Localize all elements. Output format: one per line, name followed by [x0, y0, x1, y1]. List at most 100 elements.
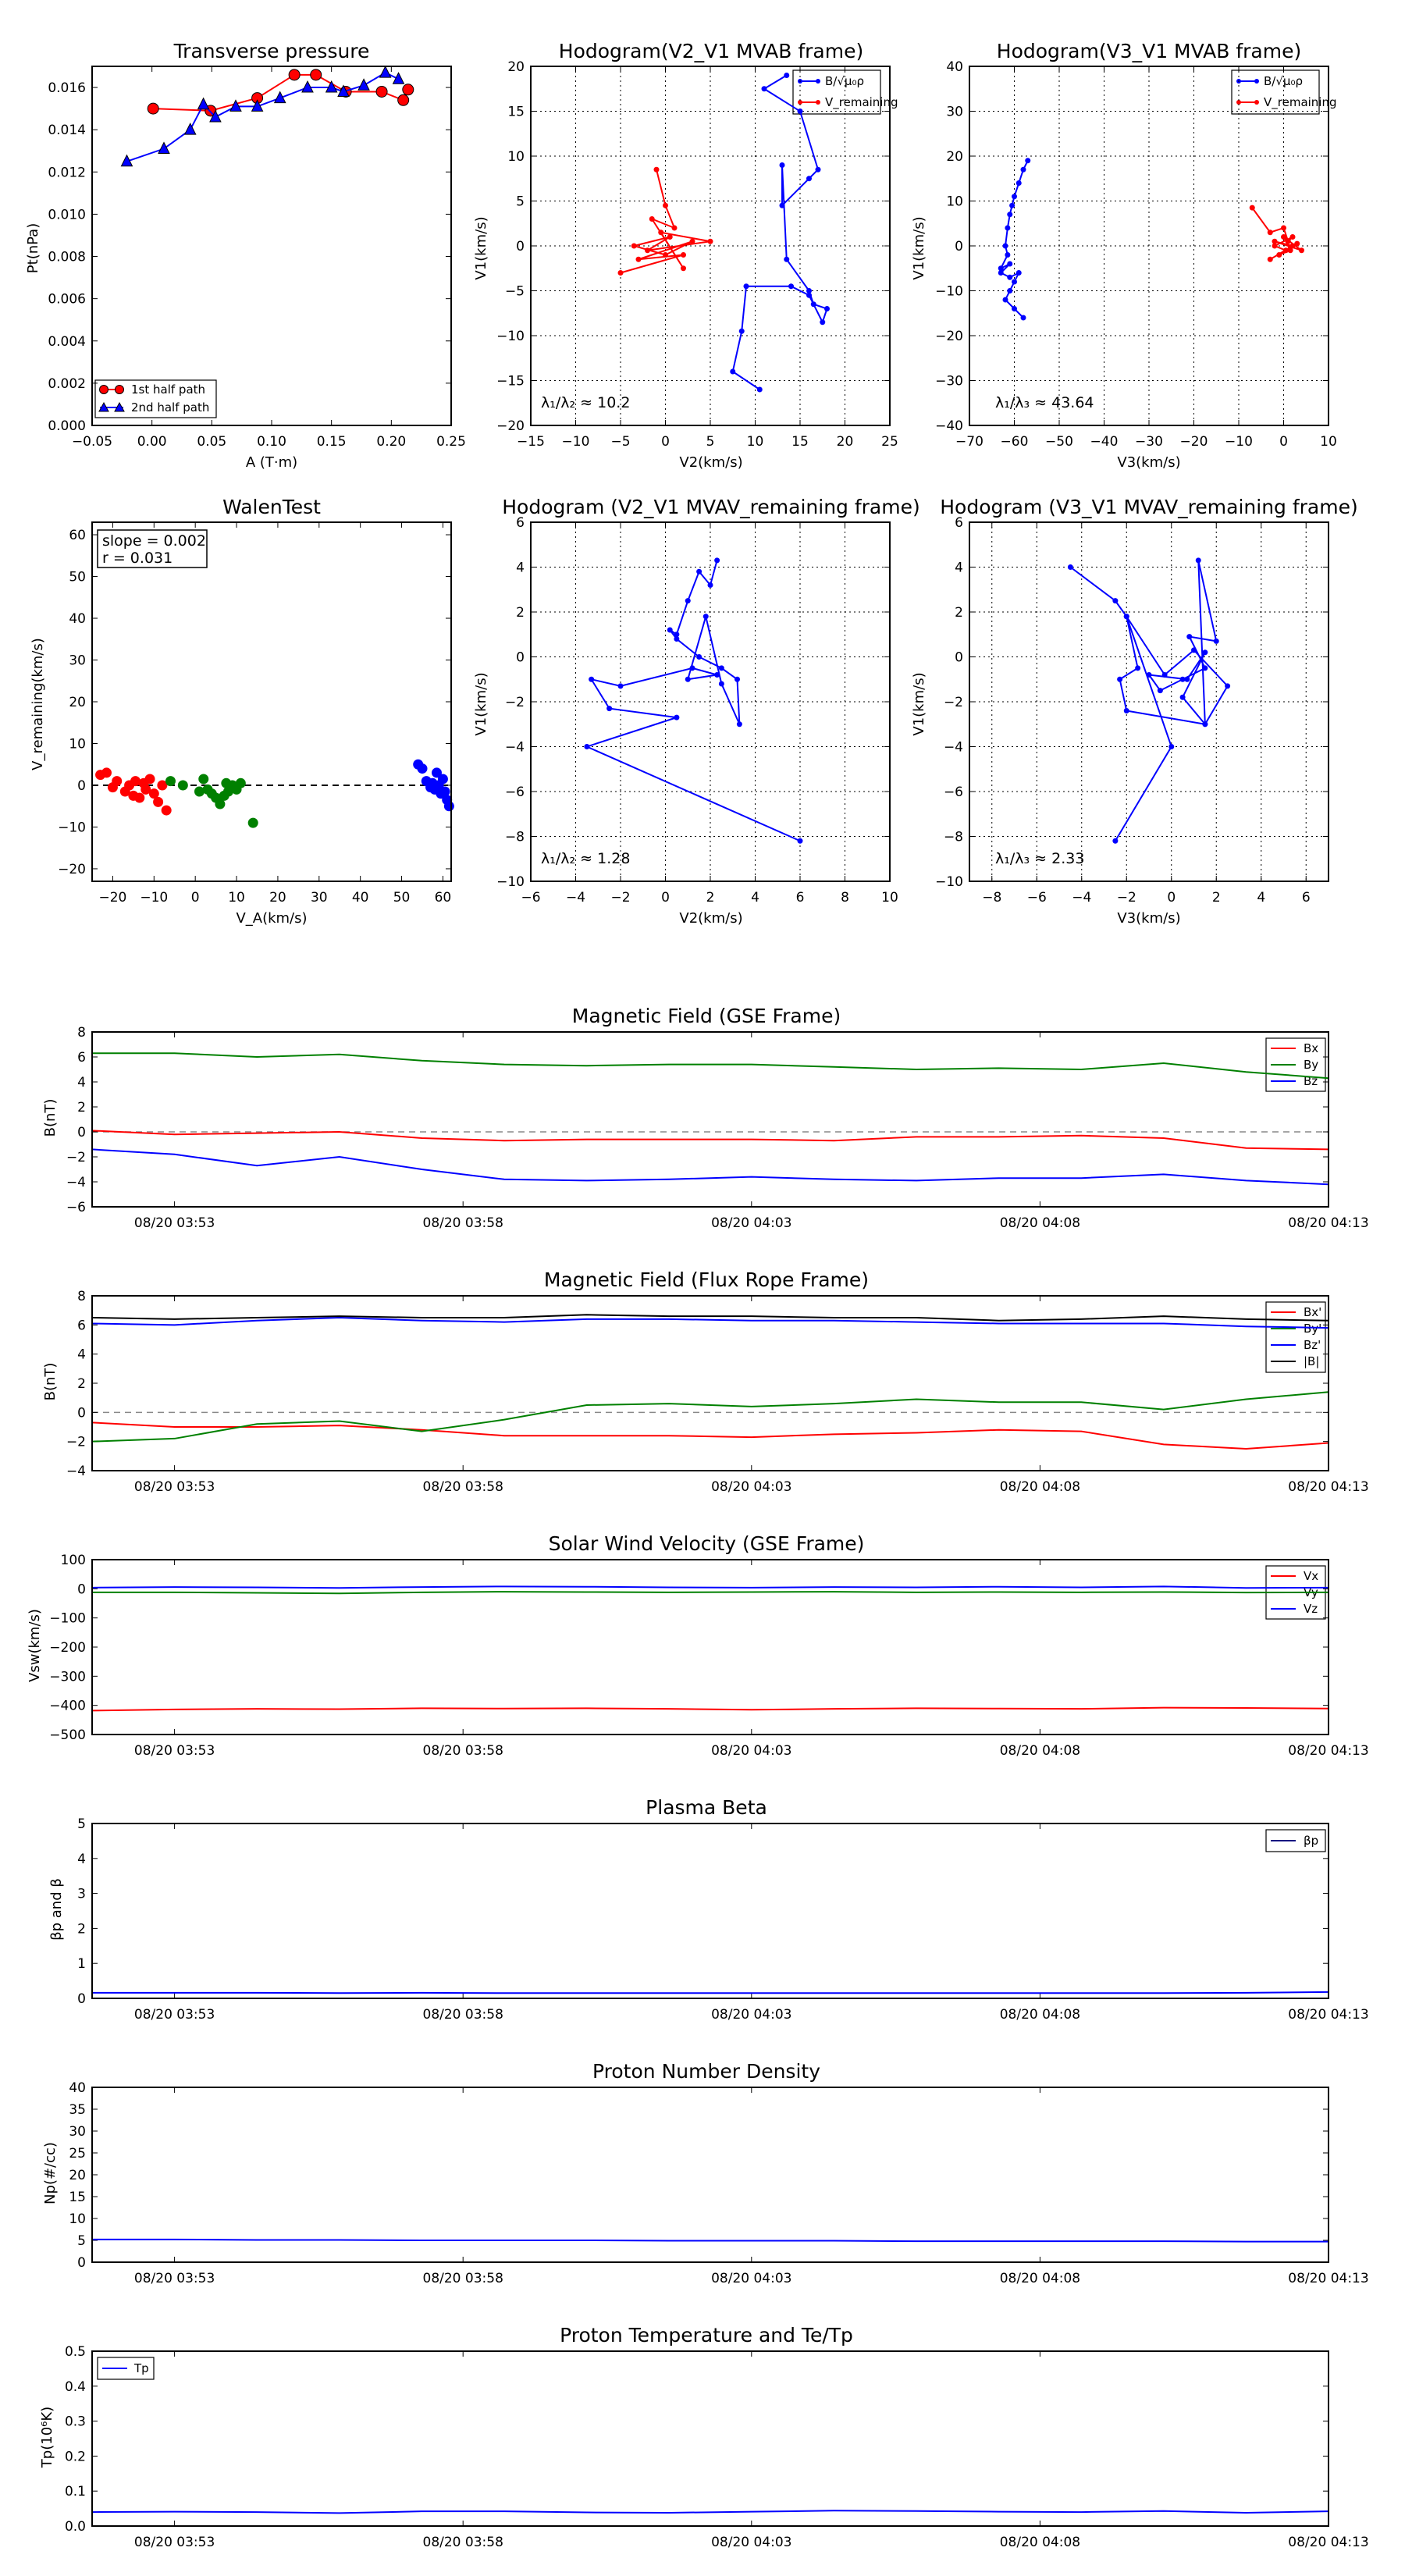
chart4-xtick-label-1: −4	[566, 890, 585, 906]
chart1-series-v-remaining-point-7	[645, 247, 650, 254]
legend-hodo-v2-mvab: B/√μ₀ρ V_remaining	[792, 69, 898, 115]
chart10-frame	[91, 2087, 1329, 2263]
chart4-series-0-point-17	[589, 676, 595, 682]
legend-label-1st-half: 1st half path	[131, 382, 205, 397]
chart2-series-v-remaining-point-13	[1289, 243, 1296, 249]
panel-title-density: Proton Number Density	[592, 2060, 820, 2083]
chart5-series-0-point-22	[1168, 744, 1175, 749]
chart5-xtick-label-7: 6	[1302, 890, 1311, 906]
chart11-ytick-label-3: 0.3	[65, 2414, 86, 2430]
chart5-series-0-point-4	[1117, 676, 1123, 682]
chart6-xtick-label-3: 08/20 04:08	[1000, 1215, 1080, 1231]
chart10-xtick-label-3: 08/20 04:08	[1000, 2271, 1080, 2286]
chart2-xtick-label-5: −20	[1180, 434, 1208, 450]
chart11-ytick-label-1: 0.1	[65, 2484, 86, 2500]
chart2-series-v-remaining-point-12	[1272, 238, 1278, 244]
chart2-series-b--point-9	[998, 265, 1004, 272]
chart2-xtick-label-0: −70	[955, 434, 984, 450]
chart10-ytick-label-6: 30	[69, 2124, 86, 2140]
chart1-ytick-label-3: −5	[505, 284, 525, 300]
chart4-series-0-point-14	[714, 672, 720, 678]
chart2-xtick-label-8: 10	[1320, 434, 1337, 450]
chart9-series--p-line	[92, 1991, 1329, 1994]
chart4-series-0-point-2	[696, 568, 702, 575]
chart5-series-0-point-15	[1202, 649, 1208, 656]
chart11-ytick-label-5: 0.5	[65, 2344, 86, 2360]
chart9-frame	[91, 1823, 1329, 1999]
chart10-ytick-label-2: 10	[69, 2211, 86, 2227]
chart4-series-0-point-15	[689, 665, 695, 671]
chart3-series-2-point-12	[443, 801, 454, 812]
ylabel-temperature: Tp(10⁶K)	[39, 2407, 55, 2468]
chart6-frame	[91, 1031, 1329, 1208]
chart8-ytick-label-4: −100	[49, 1611, 86, 1627]
chart1-ytick-label-6: 10	[507, 149, 525, 165]
chart2-series-v-remaining-point-4	[1289, 234, 1296, 240]
chart6-ytick-label-1: −4	[66, 1175, 86, 1190]
chart3-ytick-label-3: 10	[69, 736, 86, 752]
chart2-ytick-label-8: 40	[946, 59, 963, 75]
chart5-xtick-label-2: −4	[1072, 890, 1091, 906]
chart0-xtick-label-3: 0.10	[257, 434, 286, 450]
walen-stats-box	[97, 529, 208, 568]
panel-title-walen: WalenTest	[222, 496, 321, 518]
chart2-ytick-label-7: 30	[946, 105, 963, 120]
chart1-series-b--point-2	[797, 109, 803, 114]
chart4-series-0-point-5	[667, 627, 673, 633]
chart3-xtick-label-5: 30	[311, 890, 328, 906]
chart4-xtick-label-4: 2	[706, 890, 715, 906]
chart1-series-b--point-8	[806, 288, 812, 294]
chart1-series-b--point-12	[806, 292, 812, 298]
chart3-series-0-point-7	[130, 776, 141, 787]
chart0-series-2nd-half-path-point-13	[392, 72, 405, 84]
chart1-series-v-remaining-point-3	[649, 216, 655, 222]
chart11-ytick-label-2: 0.2	[65, 2449, 86, 2464]
chart1-series-v-remaining-point-12	[635, 256, 642, 262]
chart10-ytick-label-1: 5	[77, 2233, 86, 2249]
chart7-xtick-label-0: 08/20 03:53	[134, 1479, 215, 1495]
chart5-series-0-point-14	[1184, 676, 1190, 682]
chart9-ytick-label-3: 3	[77, 1887, 86, 1902]
chart9-xtick-label-4: 08/20 04:13	[1288, 2007, 1368, 2023]
chart9-xtick-label-0: 08/20 03:53	[134, 2007, 215, 2023]
chart3-series-1-point-1	[177, 780, 188, 791]
chart0-series-2nd-half-path-point-2	[183, 123, 197, 135]
chart10-ytick-label-8: 40	[69, 2080, 86, 2096]
chart1-series-v-remaining-point-1	[663, 202, 668, 208]
chart2-series-b--point-14	[1012, 279, 1017, 285]
chart3-series-1-point-7	[215, 799, 226, 809]
chart4-frame	[530, 521, 891, 882]
chart7-series-bx--line	[91, 1421, 1329, 1450]
xlabel-hodo-v2-mvav: V2(km/s)	[679, 910, 742, 927]
legend-label-b-mag: |B|	[1304, 1354, 1319, 1368]
chart0-series-1st-half-path-point-3	[288, 69, 301, 81]
ylabel-hodo-v3-mvav: V1(km/s)	[911, 672, 927, 735]
ylabel-hodo-v2-mvab: V1(km/s)	[473, 216, 489, 279]
chart3-xtick-label-0: −20	[98, 890, 126, 906]
ratio-hodo-v2-mvab: λ₁/λ₂ ≈ 10.2	[541, 394, 630, 411]
chart4-ytick-label-2: −6	[505, 785, 525, 800]
chart8-series-vx-line	[91, 1706, 1329, 1712]
chart5-series-0-point-10	[1202, 665, 1208, 671]
chart4-series-0-point-0	[714, 557, 720, 564]
chart1-xtick-label-5: 10	[747, 434, 764, 450]
xlabel-walen: V_A(km/s)	[236, 910, 307, 927]
panel-title-vsw: Solar Wind Velocity (GSE Frame)	[549, 1532, 865, 1555]
chart1-ytick-label-1: −15	[496, 374, 525, 390]
chart3-series-0-point-10	[140, 784, 151, 795]
chart6-xtick-label-1: 08/20 03:58	[423, 1215, 503, 1231]
chart6-ytick-label-4: 2	[77, 1100, 86, 1115]
chart0-xtick-label-4: 0.15	[317, 434, 347, 450]
chart3-series-0-point-1	[101, 767, 112, 778]
chart6-ytick-label-2: −2	[66, 1150, 86, 1165]
chart2-series-v-remaining-point-14	[1267, 256, 1273, 262]
chart4-series-0-point-6	[674, 636, 680, 642]
chart10-ytick-label-7: 35	[69, 2102, 86, 2118]
chart0-series-2nd-half-path-point-1	[158, 141, 170, 155]
chart7-series-bz--line	[91, 1316, 1329, 1329]
chart2-series-v-remaining-point-3	[1285, 238, 1291, 244]
charts-layer: 0.0000.0020.0040.0060.0080.0100.0120.014…	[48, 59, 1368, 2550]
chart2-frame	[969, 66, 1329, 426]
chart1-xtick-label-4: 5	[706, 434, 715, 450]
chart4-series-0-point-20	[584, 744, 590, 749]
